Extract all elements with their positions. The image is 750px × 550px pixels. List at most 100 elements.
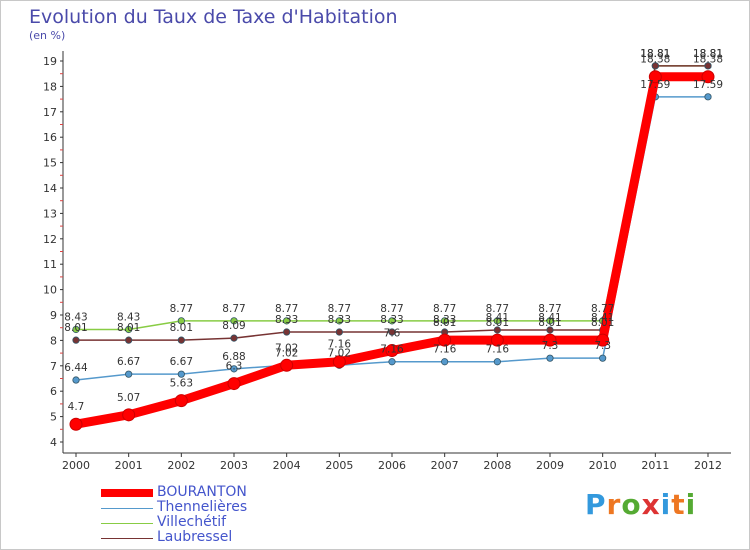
data-label: 18.38 [693, 54, 723, 66]
y-tick-label: 17 [43, 106, 57, 119]
chart-title: Evolution du Taux de Taxe d'Habitation [29, 6, 398, 28]
y-tick-label: 10 [43, 284, 57, 297]
data-point [72, 336, 80, 344]
data-label: 7.6 [384, 328, 401, 340]
data-label: 8.77 [591, 303, 614, 315]
data-label: 7.02 [328, 347, 351, 359]
data-point [543, 333, 557, 347]
data-point [546, 354, 554, 362]
data-label: 7.3 [594, 340, 611, 352]
data-label: 8.77 [486, 303, 509, 315]
y-tick-label: 11 [43, 258, 57, 271]
data-label: 7.02 [275, 347, 298, 359]
x-tick-label: 2011 [641, 459, 669, 472]
data-point [441, 317, 449, 325]
data-label: 8.77 [222, 303, 245, 315]
data-label: 8.77 [538, 303, 561, 315]
unit-label: (en %) [29, 29, 66, 42]
data-point [388, 317, 396, 325]
data-label: 8.43 [117, 311, 140, 323]
data-label: 8.01 [538, 317, 561, 329]
x-tick-label: 2012 [694, 459, 722, 472]
data-label: 5.63 [170, 378, 193, 390]
data-point [174, 394, 188, 408]
data-label: 8.77 [433, 303, 456, 315]
data-point [704, 62, 712, 70]
data-point [385, 344, 399, 358]
data-point [122, 408, 136, 422]
data-label: 18.38 [640, 54, 670, 66]
logo-letter: x [641, 488, 661, 521]
y-tick-label: 8 [50, 334, 57, 347]
data-label: 8.43 [64, 311, 87, 323]
x-tick-label: 2004 [273, 459, 301, 472]
data-label: 18.81 [693, 48, 723, 60]
y-tick-label: 14 [43, 182, 57, 195]
data-point [335, 328, 343, 336]
x-tick-label: 2006 [378, 459, 406, 472]
data-label: 8.01 [117, 322, 140, 334]
data-point [72, 376, 80, 384]
y-tick-label: 18 [43, 80, 57, 93]
y-tick-label: 9 [50, 309, 57, 322]
data-label: 8.77 [328, 303, 351, 315]
data-label: 8.01 [486, 317, 509, 329]
data-point [493, 317, 501, 325]
data-label: 7.3 [542, 340, 559, 352]
data-point [651, 62, 659, 70]
legend-label: Laubressel [157, 529, 233, 545]
data-point [438, 333, 452, 347]
logo-letter: t [671, 488, 686, 521]
data-label: 8.01 [64, 322, 87, 334]
data-label: 8.01 [170, 322, 193, 334]
y-tick-label: 15 [43, 157, 57, 170]
legend-swatch [101, 538, 153, 539]
data-label: 8.77 [275, 303, 298, 315]
data-point [493, 326, 501, 334]
x-tick-label: 2010 [589, 459, 617, 472]
y-tick-label: 13 [43, 207, 57, 220]
x-tick-label: 2005 [325, 459, 353, 472]
data-label: 6.44 [64, 362, 88, 374]
proxiti-logo: Proxiti [585, 488, 696, 521]
data-label: 8.01 [433, 317, 456, 329]
data-label: 18.81 [640, 48, 670, 60]
legend-label: BOURANTON [157, 484, 247, 500]
legend-label: Thennelières [157, 499, 248, 515]
data-point [177, 336, 185, 344]
x-tick-label: 2007 [431, 459, 459, 472]
data-label: 7.16 [380, 344, 404, 356]
data-point [599, 354, 607, 362]
data-point [177, 370, 185, 378]
data-label: 8.41 [538, 312, 561, 324]
data-point [227, 377, 241, 391]
data-label: 18.81 [693, 48, 723, 60]
data-point [230, 365, 238, 373]
y-tick-label: 19 [43, 55, 57, 68]
data-point [177, 317, 185, 325]
legend-swatch [101, 489, 153, 497]
data-point [280, 358, 294, 372]
x-tick-label: 2001 [115, 459, 143, 472]
data-label: 8.77 [170, 303, 193, 315]
x-tick-label: 2002 [167, 459, 195, 472]
data-label: 6.67 [117, 356, 140, 368]
data-point [704, 93, 712, 101]
data-label: 8.33 [433, 314, 456, 326]
data-point [72, 325, 80, 334]
data-point [701, 70, 715, 84]
logo-letter: i [660, 488, 672, 521]
y-tick-label: 7 [50, 360, 57, 373]
data-point [546, 317, 554, 325]
logo-letter: o [621, 488, 642, 521]
data-point [441, 358, 449, 366]
data-label: 17.59 [640, 79, 670, 91]
x-tick-label: 2008 [483, 459, 511, 472]
data-label: 8.09 [222, 320, 245, 332]
data-point [596, 333, 610, 347]
data-label: 8.77 [380, 303, 403, 315]
series-line-bouranton [75, 72, 708, 429]
data-label: 17.59 [693, 79, 723, 91]
data-label: 8.41 [591, 312, 614, 324]
